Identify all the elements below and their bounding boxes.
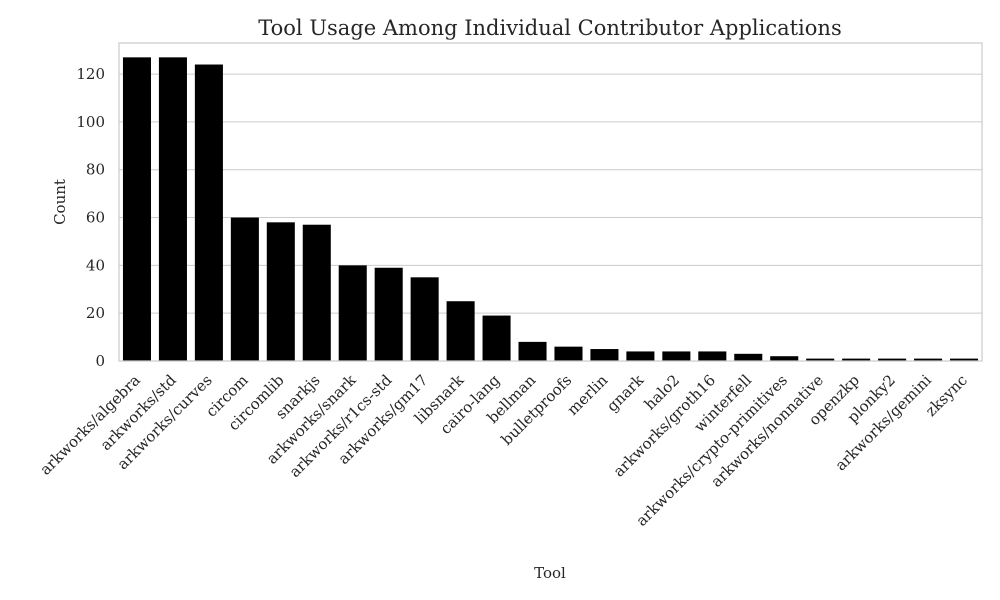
bar: [122, 57, 152, 362]
bar: [734, 353, 763, 361]
plot-frame: [118, 42, 983, 362]
chart-title: Tool Usage Among Individual Contributor …: [258, 16, 841, 40]
x-tick-labels: arkworks/algebraarkworks/stdarkworks/cur…: [36, 370, 971, 529]
x-tick-label: gnark: [603, 370, 648, 415]
bar: [446, 301, 475, 361]
bar: [590, 349, 619, 361]
x-axis-label: Tool: [534, 564, 566, 582]
bar: [158, 57, 187, 362]
bar: [914, 358, 943, 361]
y-tick-label: 80: [86, 161, 105, 179]
y-tick-label: 40: [86, 256, 105, 274]
y-tick-label: 60: [86, 209, 105, 227]
gridlines: [119, 73, 982, 362]
y-tick-labels: 0 20 40 60 80 100 120: [76, 65, 105, 370]
bar: [698, 351, 727, 361]
bar: [806, 358, 835, 361]
bar: [410, 277, 439, 361]
bars: [122, 57, 979, 362]
bar: [949, 358, 979, 361]
bar: [518, 341, 547, 361]
bar: [770, 356, 799, 361]
y-tick-label: 100: [76, 113, 105, 131]
bar: [878, 358, 907, 361]
bar: [194, 64, 223, 361]
bar: [302, 224, 331, 361]
bar: [554, 346, 583, 361]
bar: [230, 217, 259, 361]
bar: [338, 265, 367, 361]
y-tick-label: 120: [76, 65, 105, 83]
bar: [626, 351, 655, 361]
bar: [482, 315, 511, 361]
x-tick-label: merlin: [564, 371, 612, 419]
bar: [662, 351, 691, 361]
bar: [266, 222, 295, 361]
bar: [842, 358, 871, 361]
y-tick-label: 0: [95, 352, 105, 370]
y-axis-label: Count: [51, 179, 69, 225]
y-tick-label: 20: [86, 304, 105, 322]
bar: [374, 267, 403, 361]
